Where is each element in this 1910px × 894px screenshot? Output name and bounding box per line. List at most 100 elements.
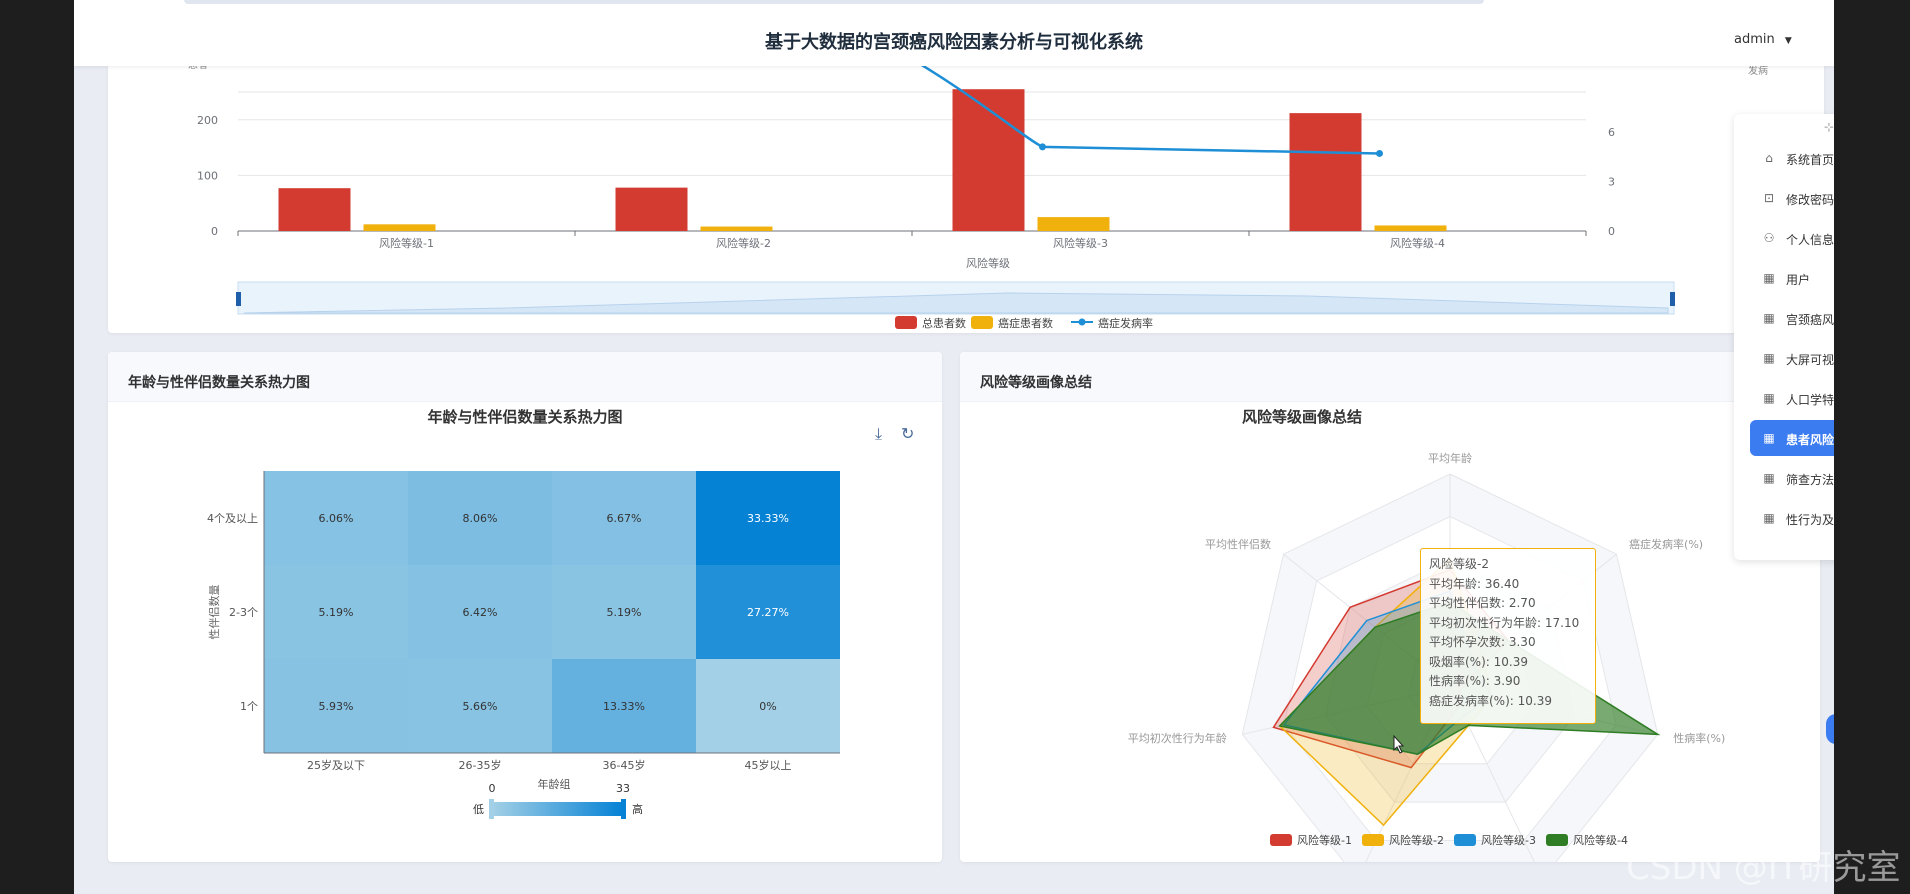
y-tick-label: 200 — [197, 114, 218, 127]
refresh-icon[interactable]: ↻ — [901, 424, 915, 443]
heatmap-card-header: 年龄与性伴侣数量关系热力图 — [108, 352, 942, 402]
visualmap-handle-high — [621, 799, 626, 819]
x-tick-label: 风险等级-4 — [1390, 236, 1445, 250]
heatmap-cell-label: 27.27% — [747, 606, 789, 619]
legend-label: 风险等级-2 — [1389, 833, 1444, 847]
sidebar-item-2[interactable]: ⊡ 修改密码 — [1734, 180, 1844, 216]
header-top-line — [184, 0, 1484, 4]
bar-cancer-1 — [363, 224, 436, 231]
legend-swatch — [1362, 834, 1384, 846]
sidebar-item-1[interactable]: ⌂ 系统首页 — [1734, 140, 1844, 176]
app-header: 基于大数据的宫颈癌风险因素分析与可视化系统 admin ▼ — [74, 0, 1834, 66]
x-axis-title: 年龄组 — [538, 777, 571, 791]
sidebar-item-label: 人口学特 — [1786, 393, 1835, 407]
sidebar-item-label: 筛查方法 — [1786, 473, 1835, 487]
bar-cancer-2 — [700, 226, 773, 231]
heatmap-cell — [696, 659, 840, 753]
heatmap-cell-label: 0% — [759, 700, 776, 713]
user-menu[interactable]: admin ▼ — [1734, 32, 1792, 47]
sidebar-item-6[interactable]: ▦ 大屏可视 — [1734, 340, 1844, 376]
download-icon[interactable]: ⤓ — [875, 424, 883, 443]
radar-indicator-label: 性病率(%) — [1673, 731, 1725, 745]
heatmap-cell-label: 8.06% — [463, 512, 498, 525]
heatmap-cell — [696, 471, 840, 565]
home-icon: ⌂ — [1765, 151, 1773, 165]
x-tick-label: 风险等级-3 — [1053, 236, 1108, 250]
heatmap-card: 年龄与性伴侣数量关系热力图 年龄与性伴侣数量关系热力图 ⤓ ↻ 5.93% 5.6… — [108, 352, 942, 862]
grid-icon: ▦ — [1763, 271, 1775, 285]
grid-icon: ▦ — [1763, 351, 1775, 365]
radar-title: 风险等级画像总结 — [1241, 408, 1362, 426]
grid-icon: ▦ — [1763, 431, 1775, 445]
sidebar-item-label: 大屏可视 — [1786, 353, 1835, 367]
y-tick-label: 2-3个 — [229, 606, 258, 619]
sidebar-item-3[interactable]: ⚇ 个人信息 — [1734, 220, 1844, 256]
visualmap-low-label: 低 — [473, 803, 484, 816]
tooltip-title: 风险等级-2 — [1429, 557, 1489, 571]
sidebar-collapse-icon[interactable]: ⊹ — [1824, 120, 1835, 134]
heatmap-cell-label: 6.67% — [607, 512, 642, 525]
x-tick-label: 25岁及以下 — [307, 758, 365, 772]
heatmap-cell — [552, 471, 696, 565]
y-tick-label: 100 — [197, 169, 218, 182]
scroll-handle[interactable] — [1826, 714, 1834, 744]
legend-label: 总患者数 — [922, 316, 966, 330]
heatmap-cell-label: 5.19% — [319, 606, 354, 619]
heatmap-cell — [264, 565, 408, 659]
heatmap-cell — [408, 565, 552, 659]
bar-total-3 — [952, 89, 1025, 231]
y-axis-title: 性伴侣数量 — [207, 585, 221, 640]
heatmap-cell-label: 33.33% — [747, 512, 789, 525]
tooltip-line: 平均性伴侣数: 2.70 — [1429, 596, 1536, 610]
legend-label: 风险等级-1 — [1297, 833, 1352, 847]
radar-chart: 平均年龄癌症发病率(%)性病率(%)吸烟率(%)平均怀孕次数平均初次性行为年龄平… — [1128, 451, 1725, 862]
sidebar-item-4[interactable]: ▦ 用户 — [1734, 260, 1844, 296]
visualmap-bar — [492, 802, 622, 816]
sidebar-item-5[interactable]: ▦ 宫颈癌风 — [1734, 300, 1844, 336]
grid-icon: ▦ — [1763, 471, 1775, 485]
radar-indicator-label: 癌症发病率(%) — [1629, 537, 1703, 551]
y2-tick-label: 6 — [1608, 126, 1615, 139]
sidebar-item-label: 性行为及 — [1786, 513, 1835, 527]
y-tick-label: 0 — [211, 225, 218, 238]
x-tick-label: 26-35岁 — [459, 758, 502, 772]
right-strip — [1834, 0, 1910, 894]
legend-swatch — [1546, 834, 1568, 846]
sidebar-item-label: 个人信息 — [1786, 233, 1835, 247]
x-tick-label: 风险等级-2 — [716, 236, 771, 250]
lock-icon: ⊡ — [1763, 191, 1775, 205]
incidence-line — [895, 50, 1380, 155]
heatmap-cell — [264, 659, 408, 753]
radar-card-header: 风险等级画像总结 — [960, 352, 1820, 402]
datazoom-handle-right — [1670, 292, 1675, 306]
sidebar-item-label: 患者风险 — [1786, 433, 1835, 447]
bar-cancer-3 — [1037, 217, 1110, 231]
x-tick-label: 36-45岁 — [603, 758, 646, 772]
grid-icon: ▦ — [1763, 391, 1775, 405]
visualmap-max-label: 33 — [616, 782, 630, 795]
tooltip-line: 平均初次性行为年龄: 17.10 — [1429, 615, 1580, 630]
mouse-cursor-icon — [1393, 734, 1405, 754]
legend-label: 癌症患者数 — [998, 316, 1053, 330]
incidence-point — [1039, 143, 1046, 151]
sidebar-item-8[interactable]: ▦ 患者风险 — [1750, 420, 1844, 456]
y2-tick-label: 0 — [1608, 225, 1615, 238]
combo-chart: 0100200036患者发病风险等级-1风险等级-2风险等级-3风险等级-4风险… — [188, 50, 1768, 330]
y-tick-label: 1个 — [240, 700, 258, 713]
heatmap-cell-label: 13.33% — [603, 700, 645, 713]
sidebar-item-7[interactable]: ▦ 人口学特 — [1734, 380, 1844, 416]
y2-tick-label: 3 — [1608, 176, 1615, 189]
sidebar-item-9[interactable]: ▦ 筛查方法 — [1734, 460, 1844, 496]
username: admin — [1734, 32, 1775, 47]
tooltip-line: 癌症发病率(%): 10.39 — [1429, 693, 1552, 708]
legend-label: 风险等级-3 — [1481, 833, 1536, 847]
tooltip-line: 性病率(%): 3.90 — [1429, 674, 1521, 688]
sidebar-item-label: 宫颈癌风 — [1786, 313, 1835, 327]
legend-swatch — [1270, 834, 1292, 846]
y-tick-label: 4个及以上 — [207, 512, 258, 525]
y2-axis-title: 发病 — [1748, 64, 1768, 77]
chevron-down-icon: ▼ — [1784, 36, 1792, 46]
sidebar-item-10[interactable]: ▦ 性行为及 — [1734, 500, 1844, 536]
visualmap-min-label: 0 — [489, 782, 496, 795]
